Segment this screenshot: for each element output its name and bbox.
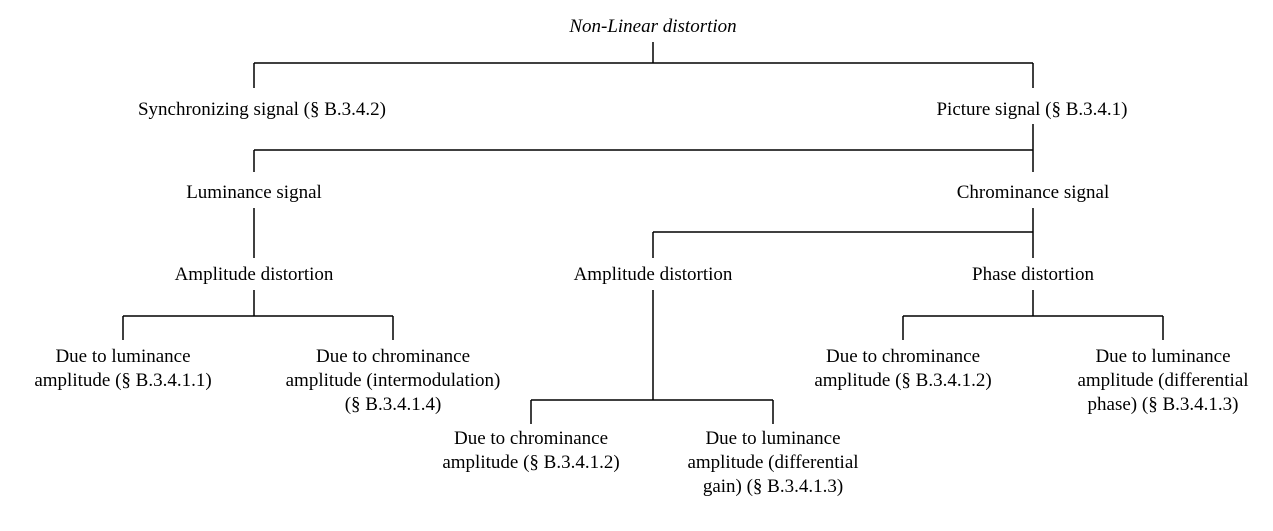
label-line: amplitude (differential bbox=[687, 452, 858, 473]
label-line: Synchronizing signal (§ B.3.4.2) bbox=[138, 99, 386, 120]
connectors bbox=[122, 42, 1164, 424]
label-line: Due to chrominance bbox=[316, 346, 470, 367]
label-line: Chrominance signal bbox=[957, 182, 1110, 203]
node-label: Due to chrominance amplitude (intermodula… bbox=[286, 346, 501, 415]
label-line: amplitude (§ B.3.4.1.2) bbox=[814, 370, 991, 391]
label-line: Non-Linear distortion bbox=[568, 16, 736, 37]
node-label: Amplitude distortion bbox=[574, 264, 733, 285]
label-line: Due to luminance bbox=[55, 346, 190, 367]
label-line: (§ B.3.4.1.4) bbox=[345, 394, 442, 415]
label-line: Due to luminance bbox=[1095, 346, 1230, 367]
label-line: Phase distortion bbox=[972, 264, 1094, 285]
node-label: Synchronizing signal (§ B.3.4.2) bbox=[138, 99, 386, 120]
node-label: Picture signal (§ B.3.4.1) bbox=[936, 99, 1127, 120]
label-line: amplitude (§ B.3.4.1.2) bbox=[442, 452, 619, 473]
label-line: Due to luminance bbox=[705, 428, 840, 449]
label-line: Luminance signal bbox=[186, 182, 322, 203]
label-line: phase) (§ B.3.4.1.3) bbox=[1088, 394, 1239, 415]
node-label: Amplitude distortion bbox=[175, 264, 334, 285]
label-line: amplitude (intermodulation) bbox=[286, 370, 501, 391]
node-label: Due to chrominance amplitude (§ B.3.4.1.2… bbox=[442, 428, 619, 473]
node-label: Due to luminance amplitude (differential g… bbox=[687, 428, 858, 497]
node-label: Due to luminance amplitude (differential p… bbox=[1077, 346, 1248, 415]
label-line: amplitude (§ B.3.4.1.1) bbox=[34, 370, 211, 391]
label-line: Due to chrominance bbox=[826, 346, 980, 367]
label-line: Due to chrominance bbox=[454, 428, 608, 449]
label-line: amplitude (differential bbox=[1077, 370, 1248, 391]
node-label: Luminance signal bbox=[186, 182, 322, 203]
node-label: Due to chrominance amplitude (§ B.3.4.1.2… bbox=[814, 346, 991, 391]
label-line: Amplitude distortion bbox=[175, 264, 334, 285]
node-label: Due to luminance amplitude (§ B.3.4.1.1) bbox=[34, 346, 211, 391]
node-label: Phase distortion bbox=[972, 264, 1094, 285]
node-label: Non-Linear distortion bbox=[568, 16, 736, 37]
label-line: Picture signal (§ B.3.4.1) bbox=[936, 99, 1127, 120]
label-line: Amplitude distortion bbox=[574, 264, 733, 285]
node-label: Chrominance signal bbox=[957, 182, 1110, 203]
label-line: gain) (§ B.3.4.1.3) bbox=[703, 476, 843, 497]
